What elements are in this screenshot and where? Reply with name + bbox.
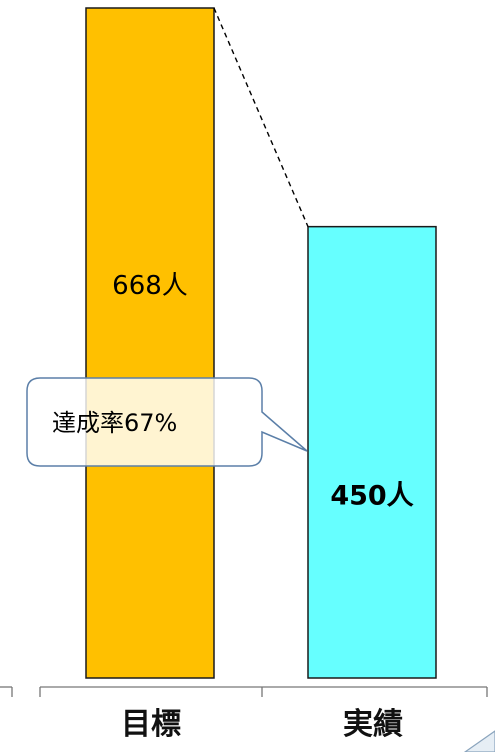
category-label-2: 実績: [343, 707, 403, 742]
callout-balloon: [26, 377, 308, 467]
corner-shape-fragment: [463, 730, 495, 752]
bar-1: [85, 7, 215, 679]
bar-2: [307, 225, 437, 679]
callout-text: 達成率67%: [52, 409, 177, 437]
data-label-1: 668人: [112, 271, 188, 301]
labels-group: 668人 450人: [112, 271, 414, 512]
x-axis: 目標 実績: [0, 686, 488, 742]
connectors-group: [213, 7, 309, 227]
bars-group: [85, 7, 437, 679]
callout: 達成率67%: [26, 377, 308, 467]
decoration-group: [463, 730, 495, 752]
dashed-connector-line: [213, 7, 309, 227]
data-label-2: 450人: [330, 481, 413, 512]
category-label-1: 目標: [121, 707, 181, 742]
